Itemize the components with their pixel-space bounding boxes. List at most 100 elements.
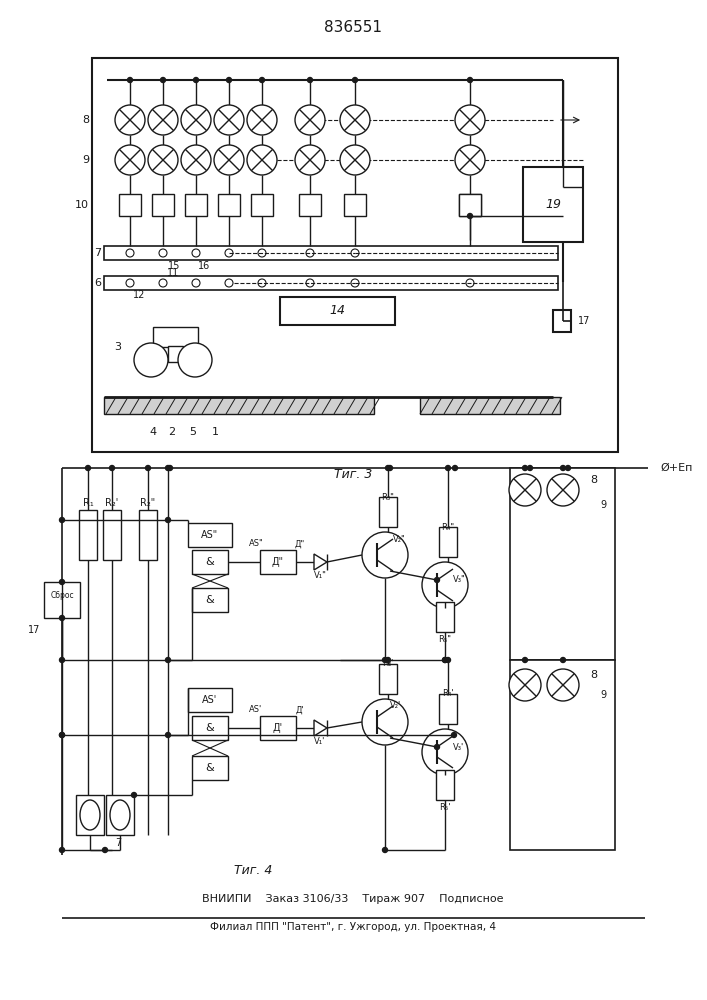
Text: &: & — [206, 763, 214, 773]
Bar — [260, 716, 296, 740]
Circle shape — [466, 279, 474, 287]
Bar — [379, 664, 397, 694]
Text: Ø+Eп: Ø+Eп — [660, 463, 692, 473]
Text: 11: 11 — [167, 268, 179, 278]
Text: 9: 9 — [600, 690, 606, 700]
Circle shape — [509, 474, 541, 506]
Circle shape — [86, 466, 90, 471]
Circle shape — [295, 105, 325, 135]
Bar — [79, 510, 97, 560]
Polygon shape — [314, 554, 327, 570]
Text: AS': AS' — [250, 706, 262, 714]
Text: 8: 8 — [82, 115, 89, 125]
Circle shape — [214, 145, 244, 175]
Circle shape — [353, 78, 358, 83]
Circle shape — [247, 145, 277, 175]
Circle shape — [522, 658, 527, 662]
Text: 1: 1 — [211, 427, 218, 437]
Text: R₂": R₂" — [141, 498, 156, 508]
Text: 7: 7 — [115, 838, 121, 848]
Text: Τиг. 3: Τиг. 3 — [334, 468, 372, 482]
Circle shape — [192, 279, 200, 287]
Text: Д': Д' — [296, 706, 305, 714]
Circle shape — [59, 658, 64, 662]
Text: Д': Д' — [273, 723, 283, 733]
Bar — [76, 795, 104, 835]
Circle shape — [178, 343, 212, 377]
Circle shape — [181, 105, 211, 135]
Bar — [553, 310, 571, 332]
Circle shape — [192, 249, 200, 257]
Bar — [139, 510, 157, 560]
Circle shape — [443, 658, 448, 662]
Circle shape — [467, 78, 472, 83]
Text: V₁": V₁" — [314, 570, 327, 580]
Text: V₃": V₃" — [453, 576, 466, 584]
Text: Сброс: Сброс — [50, 590, 74, 599]
Circle shape — [547, 669, 579, 701]
Text: R₁: R₁ — [83, 498, 93, 508]
Text: &: & — [206, 723, 214, 733]
Circle shape — [194, 78, 199, 83]
Polygon shape — [314, 720, 327, 736]
Circle shape — [247, 105, 277, 135]
Text: R₃': R₃' — [382, 660, 394, 668]
Text: 17: 17 — [578, 316, 590, 326]
Text: R₅": R₅" — [438, 636, 452, 645]
Text: 5: 5 — [189, 427, 197, 437]
Text: 17: 17 — [28, 625, 40, 635]
Circle shape — [146, 466, 151, 471]
Bar — [153, 327, 198, 347]
Text: 10: 10 — [75, 200, 89, 210]
Circle shape — [126, 279, 134, 287]
Bar — [192, 588, 228, 612]
Text: R₄": R₄" — [441, 522, 455, 532]
Circle shape — [561, 658, 566, 662]
Circle shape — [382, 848, 387, 852]
Circle shape — [467, 214, 472, 219]
Text: R₂': R₂' — [105, 498, 119, 508]
Bar — [260, 550, 296, 574]
Circle shape — [165, 518, 170, 522]
Circle shape — [362, 699, 408, 745]
Circle shape — [362, 532, 408, 578]
Bar — [106, 795, 134, 835]
Bar — [523, 167, 583, 242]
Text: 15: 15 — [168, 261, 180, 271]
Text: 4: 4 — [149, 427, 156, 437]
Text: 8: 8 — [590, 475, 597, 485]
Bar — [188, 523, 232, 547]
Circle shape — [110, 466, 115, 471]
Text: R₅': R₅' — [439, 804, 451, 812]
Circle shape — [351, 249, 359, 257]
Text: 12: 12 — [133, 290, 146, 300]
Text: 14: 14 — [329, 304, 345, 318]
Circle shape — [59, 580, 64, 584]
Circle shape — [225, 279, 233, 287]
Bar — [168, 346, 183, 362]
Circle shape — [165, 466, 170, 471]
Circle shape — [561, 466, 566, 471]
Circle shape — [509, 669, 541, 701]
Circle shape — [295, 145, 325, 175]
Circle shape — [351, 279, 359, 287]
Circle shape — [387, 466, 392, 471]
Text: R₃": R₃" — [382, 492, 395, 502]
Circle shape — [306, 279, 314, 287]
Bar — [344, 194, 366, 216]
Circle shape — [115, 145, 145, 175]
Circle shape — [160, 78, 165, 83]
Circle shape — [159, 279, 167, 287]
Circle shape — [443, 658, 448, 662]
Circle shape — [159, 249, 167, 257]
Bar — [459, 194, 481, 216]
Text: Д": Д" — [272, 557, 284, 567]
Circle shape — [340, 105, 370, 135]
Bar — [436, 602, 454, 632]
Circle shape — [566, 466, 571, 471]
Circle shape — [258, 249, 266, 257]
Circle shape — [127, 78, 132, 83]
Bar — [152, 194, 174, 216]
Bar — [185, 194, 207, 216]
Text: &: & — [206, 557, 214, 567]
